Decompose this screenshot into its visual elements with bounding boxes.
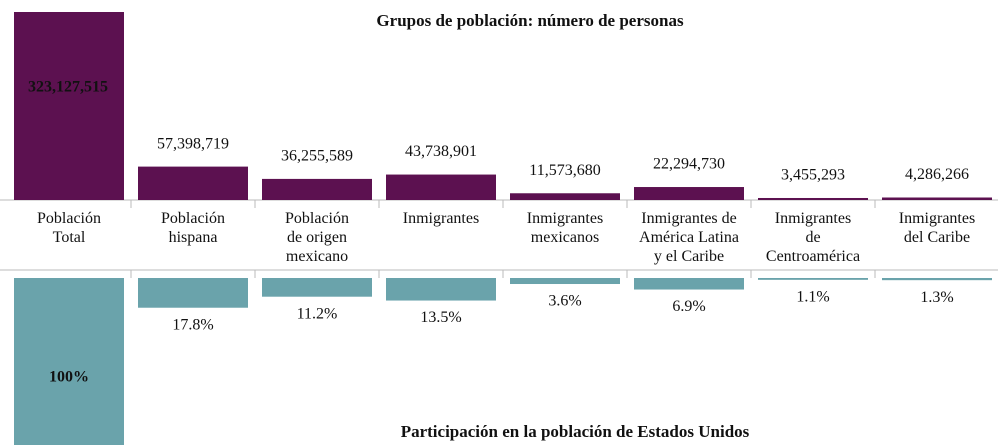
value-label: 11,573,680 bbox=[529, 162, 600, 179]
category-label: Población Total bbox=[37, 210, 101, 246]
value-label: 36,255,589 bbox=[281, 148, 353, 165]
value-label: 6.9% bbox=[672, 298, 705, 315]
value-label: 323,127,515 bbox=[28, 79, 108, 96]
value-label: 11.2% bbox=[297, 305, 338, 322]
bar bbox=[262, 178, 372, 200]
bar bbox=[758, 278, 868, 280]
category-label: Población de origen mexicano bbox=[285, 210, 349, 265]
value-label: 57,398,719 bbox=[157, 135, 229, 152]
category-label: Inmigrantes bbox=[403, 210, 479, 227]
value-label: 43,738,901 bbox=[405, 143, 477, 160]
bar bbox=[138, 166, 248, 200]
bar bbox=[882, 278, 992, 281]
category-label: Inmigrantes del Caribe bbox=[899, 210, 975, 246]
bar bbox=[386, 278, 496, 301]
value-label: 1.1% bbox=[796, 289, 829, 306]
chart-title: Participación en la población de Estados… bbox=[401, 422, 750, 441]
bar bbox=[262, 278, 372, 297]
bar bbox=[634, 278, 744, 290]
chart-title: Grupos de población: número de personas bbox=[376, 11, 684, 30]
category-label: Población hispana bbox=[161, 210, 225, 246]
bar bbox=[138, 278, 248, 308]
category-label: Inmigrantes mexicanos bbox=[527, 210, 603, 246]
category-label: Inmigrantes de América Latina y el Caribe bbox=[639, 210, 739, 265]
value-label: 100% bbox=[49, 369, 89, 386]
value-label: 3.6% bbox=[548, 293, 581, 310]
bar bbox=[14, 12, 124, 200]
bar bbox=[758, 197, 868, 200]
bar bbox=[510, 278, 620, 285]
value-label: 1.3% bbox=[920, 289, 953, 306]
value-label: 17.8% bbox=[172, 316, 213, 333]
bar bbox=[14, 278, 124, 445]
category-label: Inmigrantes de Centroamérica bbox=[766, 210, 860, 265]
bar bbox=[882, 197, 992, 200]
bar bbox=[510, 193, 620, 200]
value-label: 4,286,266 bbox=[905, 166, 969, 183]
value-label: 3,455,293 bbox=[781, 167, 845, 184]
bar bbox=[634, 187, 744, 200]
value-label: 22,294,730 bbox=[653, 156, 725, 173]
bar bbox=[386, 174, 496, 200]
value-label: 13.5% bbox=[420, 309, 461, 326]
